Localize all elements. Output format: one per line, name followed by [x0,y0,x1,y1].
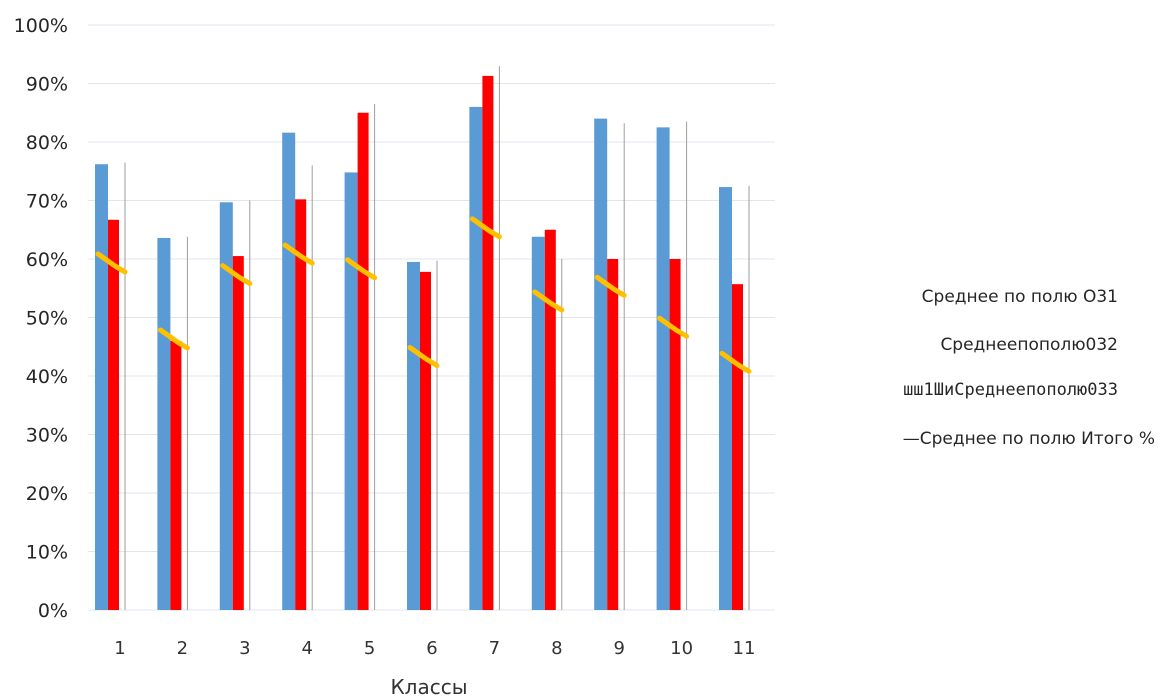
line-segment [719,350,752,374]
bar-series-1 [219,202,233,610]
line-segment [469,216,502,240]
bar-series-1 [469,106,483,611]
y-tick-label: 0% [38,600,68,622]
x-tick-label: 10 [670,638,693,659]
bar-series-1 [719,187,732,611]
legend-entry: Среднее по полю О31 [922,287,1118,307]
bar-series-1 [407,261,420,610]
y-tick-label: 80% [26,132,68,154]
y-tick-label: 40% [26,366,68,388]
legend: Среднее по полю О31 Среднеепополю032 шш1Ши… [903,287,1155,449]
y-tick-label: 30% [26,425,68,447]
bar-series-1 [344,172,358,611]
x-tick-label: 7 [489,638,500,659]
y-tick-label: 90% [26,74,68,96]
x-tick-label: 5 [364,638,375,659]
legend-entry: шш1ШиСреднеепополю033 [903,380,1118,400]
x-tick-label: 2 [177,638,188,659]
bar-series-2 [295,199,307,610]
line-segment [345,257,378,281]
x-tick-label: 9 [613,638,624,659]
bar-series-2 [170,340,182,610]
line-segment [95,251,128,275]
line-segment [220,263,253,287]
bar-series-1 [531,236,545,610]
y-axis-ticks: 0% 10% 20% 30% 40% 50% 60% 70% 80% 90% 100% [14,15,68,622]
y-tick-label: 10% [26,542,68,564]
y-tick-label: 50% [26,308,68,330]
bar-series-2 [669,259,681,610]
x-axis-label: Классы [390,675,467,699]
legend-entry: —Среднее по полю Итого % [903,429,1155,449]
x-tick-label: 6 [426,638,437,659]
line-segment [594,274,627,298]
line-segment [407,345,440,369]
line-segment [157,327,190,351]
gridlines [88,24,775,611]
legend-entry: Среднеепополю032 [940,335,1118,355]
bar-series-1 [594,118,608,610]
average-line [95,216,752,374]
line-segment [532,289,565,313]
y-tick-label: 100% [14,15,68,37]
y-tick-label: 20% [26,483,68,505]
y-tick-label: 60% [26,249,68,271]
line-segment [657,315,690,339]
bar-series-1 [656,127,670,610]
x-tick-label: 1 [114,638,125,659]
x-axis-ticks: 1 2 3 4 5 6 7 8 9 10 11 [114,638,755,659]
bar-series-2 [232,256,244,610]
bar-series-2 [482,75,494,610]
bars [95,65,750,611]
bar-series-2 [732,284,743,610]
bar-series-2 [420,271,431,610]
x-tick-label: 3 [239,638,250,659]
x-tick-label: 11 [733,638,756,659]
bar-series-1 [157,237,171,610]
bar-series-1 [282,132,296,610]
y-tick-label: 70% [26,191,68,213]
x-tick-label: 8 [551,638,562,659]
bar-series-2 [607,259,619,610]
bar-series-2 [544,229,556,610]
bar-series-2 [108,219,119,610]
x-tick-label: 4 [301,638,312,659]
bar-series-1 [95,164,108,611]
line-segment [282,242,315,266]
bar-series-2 [357,112,369,610]
